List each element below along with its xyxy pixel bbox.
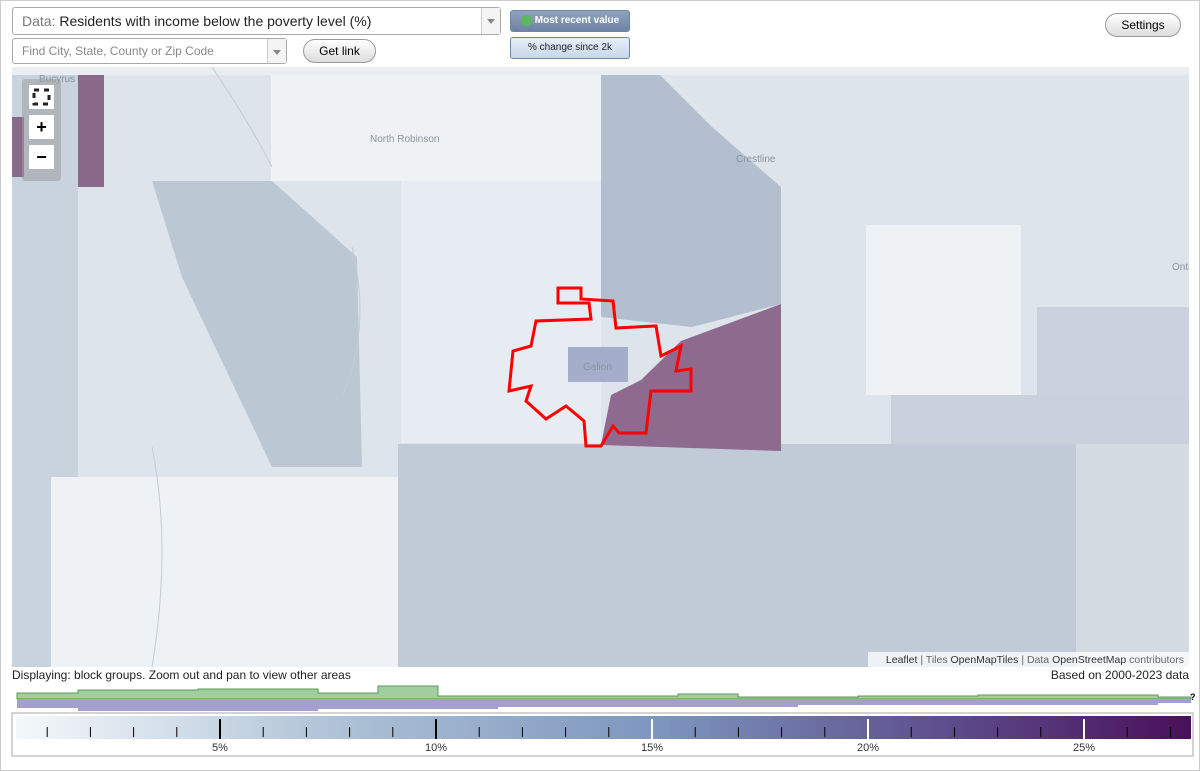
select-arrow (481, 8, 500, 34)
legend-gradient (16, 716, 1191, 739)
zoom-in-button[interactable] (29, 115, 54, 139)
place-label: Galion (583, 362, 612, 373)
most-recent-label: Most recent value (534, 15, 620, 26)
attr-text: Data (1027, 654, 1049, 666)
change-toggle[interactable]: % change since 2k (510, 37, 630, 59)
area (1037, 307, 1189, 397)
area (891, 395, 1189, 444)
search-box[interactable]: Find City, State, County or Zip Code (12, 38, 287, 64)
attr-link[interactable]: OpenStreetMap (1052, 654, 1126, 666)
attribution: Leaflet | Tiles OpenMapTiles | Data Open… (886, 654, 1184, 666)
search-placeholder: Find City, State, County or Zip Code (22, 44, 214, 58)
search-arrow (267, 39, 286, 63)
area (152, 181, 362, 467)
legend: ? 5% 10% 15% 20% 25% (11, 685, 1196, 757)
help-mark[interactable]: ? (1190, 692, 1196, 702)
attr-link[interactable]: Leaflet (886, 654, 918, 666)
fullscreen-icon (32, 88, 51, 106)
data-years: Based on 2000-2023 data (1050, 668, 1189, 682)
histogram-change (17, 699, 1191, 711)
area (12, 67, 1189, 75)
zoom-in-label: + (36, 117, 47, 137)
data-value: Residents with income below the poverty … (59, 13, 372, 29)
area (398, 444, 1076, 667)
legend-tick-label: 15% (641, 742, 663, 754)
place-label: Crestline (736, 154, 776, 165)
selected-boundary (507, 286, 693, 448)
area (401, 181, 601, 443)
check-icon (520, 14, 532, 26)
place-label: North Robinson (370, 134, 439, 145)
attribution-bg (868, 652, 1189, 667)
area (51, 477, 398, 667)
area (866, 225, 1021, 395)
area (1076, 444, 1189, 667)
most-recent-toggle[interactable]: Most recent value (510, 10, 630, 32)
attr-link[interactable]: OpenMapTiles (951, 654, 1019, 666)
zoom-out-label: − (36, 147, 47, 167)
map: Bucyrus North Robinson Crestline Galion … (12, 67, 1189, 667)
place-label: Onta (1172, 262, 1189, 273)
area (271, 67, 601, 181)
display-note: Displaying: block groups. Zoom out and p… (12, 668, 351, 682)
legend-tick-label: 25% (1073, 742, 1095, 754)
area (12, 117, 24, 177)
data-prefix: Data: (22, 13, 56, 29)
attr-text: Tiles (926, 654, 948, 666)
attr-text: contributors (1129, 654, 1184, 666)
histogram-recent (16, 685, 1192, 700)
road (151, 67, 361, 667)
data-select[interactable]: Data: Residents with income below the po… (12, 7, 501, 35)
legend-tick-label: 20% (857, 742, 879, 754)
legend-tick-label: 5% (212, 742, 228, 754)
zoom-out-button[interactable] (29, 145, 54, 169)
area (78, 67, 104, 187)
legend-tick-label: 10% (425, 742, 447, 754)
area (568, 347, 628, 382)
get-link-button[interactable]: Get link (303, 39, 376, 63)
area (601, 67, 781, 327)
settings-button[interactable]: Settings (1105, 13, 1181, 37)
